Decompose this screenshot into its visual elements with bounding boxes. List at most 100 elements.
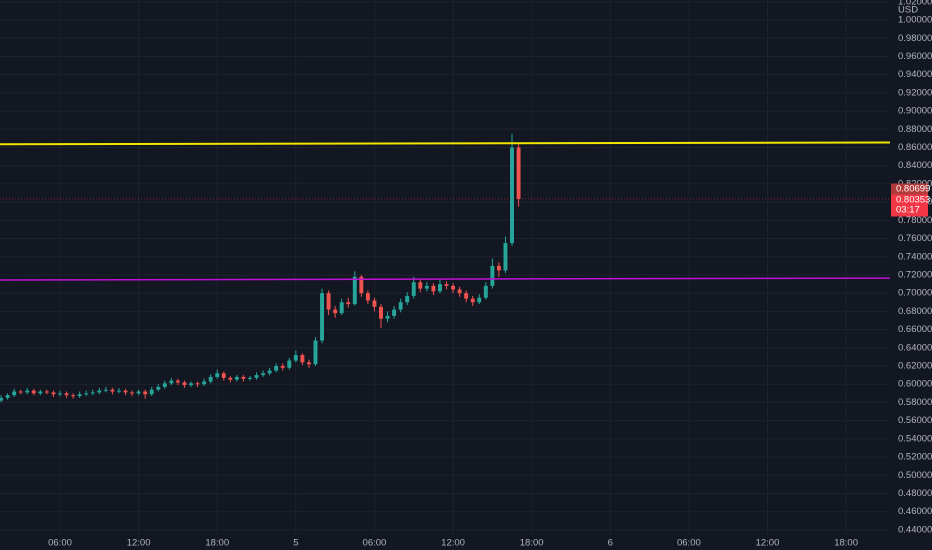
candle-body bbox=[437, 284, 442, 292]
candle-body bbox=[12, 391, 17, 396]
candle-body bbox=[477, 297, 482, 303]
candle-body bbox=[248, 377, 252, 379]
candle-body bbox=[77, 394, 82, 397]
x-tick-label: 12:00 bbox=[756, 538, 780, 549]
candle-body bbox=[490, 265, 495, 286]
x-tick-label: 18:00 bbox=[205, 538, 229, 549]
x-tick-label: 6 bbox=[608, 538, 613, 549]
candle-body bbox=[31, 390, 36, 394]
candle-body bbox=[136, 391, 141, 394]
y-tick-label: 0.92000 bbox=[898, 87, 932, 98]
price-label: 0.80353 bbox=[896, 195, 930, 206]
y-tick-label: 0.62000 bbox=[898, 361, 932, 372]
candle-body bbox=[175, 380, 180, 383]
y-tick-label: 1.02000 bbox=[898, 0, 932, 7]
candle-body bbox=[293, 355, 298, 361]
candle-body bbox=[280, 366, 285, 368]
candle-body bbox=[516, 147, 521, 199]
y-tick-label: 0.96000 bbox=[898, 51, 932, 62]
y-tick-label: 0.74000 bbox=[898, 251, 932, 262]
x-tick-label: 5 bbox=[293, 538, 298, 549]
y-tick-label: 0.46000 bbox=[898, 506, 932, 517]
y-tick-label: 0.50000 bbox=[898, 470, 932, 481]
candle-body bbox=[195, 383, 200, 385]
candle-body bbox=[267, 370, 272, 374]
candle-body bbox=[254, 375, 259, 378]
candle-body bbox=[149, 389, 154, 395]
y-tick-label: 0.66000 bbox=[898, 324, 932, 335]
candle-body bbox=[346, 302, 351, 305]
candle-body bbox=[339, 302, 344, 314]
x-tick-label: 18:00 bbox=[520, 538, 544, 549]
candle-body bbox=[116, 390, 121, 392]
price-label-box bbox=[891, 183, 928, 195]
candle-body bbox=[464, 293, 469, 299]
candle-body bbox=[496, 265, 501, 271]
candle-body bbox=[379, 306, 383, 319]
candle-body bbox=[64, 393, 69, 396]
candle-body bbox=[274, 366, 279, 371]
candle-body bbox=[162, 383, 167, 387]
y-tick-label: 0.90000 bbox=[898, 106, 932, 117]
x-tick-label: 12:00 bbox=[127, 538, 151, 549]
y-tick-label: 0.72000 bbox=[898, 269, 932, 280]
candle-body bbox=[143, 391, 148, 395]
candle-body bbox=[444, 284, 449, 286]
trend-line bbox=[0, 141, 891, 146]
y-tick-label: 0.56000 bbox=[898, 415, 932, 426]
candle-body bbox=[84, 393, 89, 395]
candle-body bbox=[189, 383, 193, 386]
candle-body bbox=[25, 390, 30, 393]
candle-body bbox=[392, 309, 397, 316]
candle-body bbox=[130, 392, 135, 394]
candle-body bbox=[182, 382, 187, 386]
candle-body bbox=[359, 276, 364, 294]
candle-body bbox=[169, 380, 174, 384]
candle-body bbox=[470, 298, 475, 303]
candle-body bbox=[110, 389, 115, 392]
y-tick-label: 0.44000 bbox=[898, 524, 932, 535]
candle-body bbox=[405, 295, 410, 303]
candle-body bbox=[202, 381, 207, 385]
y-tick-label: 0.88000 bbox=[898, 124, 932, 135]
candle-body bbox=[418, 282, 423, 289]
currency-label: USD bbox=[898, 5, 918, 16]
candle-body bbox=[372, 300, 377, 307]
candle-body bbox=[58, 393, 62, 395]
y-tick-label: 0.94000 bbox=[898, 69, 932, 80]
candle-body bbox=[71, 395, 76, 397]
candle-body bbox=[411, 282, 416, 296]
candle-body bbox=[97, 390, 102, 393]
price-label: 0.80699 bbox=[896, 184, 930, 195]
candle-body bbox=[51, 392, 56, 395]
price-label-box bbox=[891, 194, 928, 217]
candle-body bbox=[424, 285, 429, 289]
y-tick-label: 0.64000 bbox=[898, 342, 932, 353]
candle-body bbox=[313, 340, 318, 365]
y-tick-label: 0.98000 bbox=[898, 33, 932, 44]
candle-body bbox=[510, 147, 514, 244]
y-tick-label: 0.48000 bbox=[898, 488, 932, 499]
y-tick-label: 0.78000 bbox=[898, 215, 932, 226]
candle-body bbox=[306, 362, 311, 365]
candle-body bbox=[261, 373, 266, 376]
candle-body bbox=[457, 289, 462, 294]
candle-body bbox=[215, 373, 220, 377]
candle-body bbox=[326, 293, 331, 310]
candle-body bbox=[431, 285, 436, 292]
candle-body bbox=[228, 377, 233, 380]
y-tick-label: 0.68000 bbox=[898, 306, 932, 317]
candle-body bbox=[287, 360, 292, 368]
x-tick-label: 06:00 bbox=[677, 538, 701, 549]
candle-body bbox=[483, 285, 488, 298]
x-tick-label: 12:00 bbox=[441, 538, 465, 549]
candle-body bbox=[241, 376, 246, 379]
candle-body bbox=[333, 309, 338, 314]
candle-body bbox=[365, 293, 370, 301]
candle-body bbox=[90, 392, 95, 394]
y-tick-label: 0.86000 bbox=[898, 142, 932, 153]
candle-body bbox=[352, 276, 357, 305]
candle-body bbox=[38, 391, 43, 394]
